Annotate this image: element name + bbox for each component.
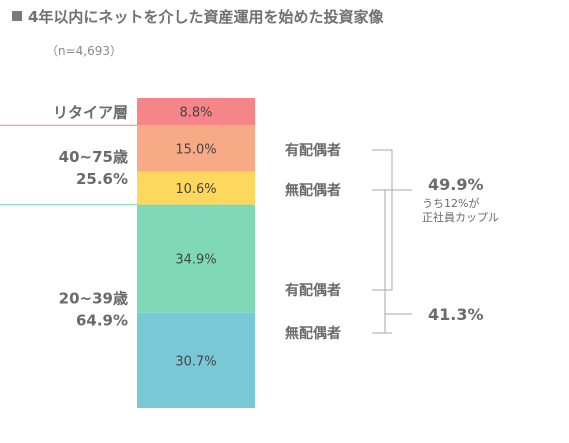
bar-segment-5 [137, 312, 255, 408]
bracket-lower-value: 41.3% [428, 305, 484, 324]
segment-value-label: 34.9% [175, 253, 216, 268]
group-label-young: 20~39歳 [59, 289, 128, 307]
sample-size: （n=4,693） [46, 44, 123, 58]
bar-segment-2 [137, 125, 255, 172]
chart-title: 4年以内にネットを介した資産運用を始めた投資家像 [12, 6, 383, 27]
bracket-upper-note-1: うち12%が [422, 196, 479, 210]
spouse-label-1: 有配偶者 [285, 142, 341, 159]
spouse-label-3: 有配偶者 [285, 282, 341, 299]
group-label-middle: 40~75歳 [59, 148, 128, 166]
segment-value-label: 10.6% [175, 182, 216, 197]
spouse-label-2: 無配偶者 [285, 182, 341, 199]
bar-segment-4 [137, 204, 255, 313]
group-total-middle: 25.6% [76, 170, 128, 188]
bracket-upper-value: 49.9% [428, 175, 484, 194]
segment-value-label: 8.8% [179, 106, 212, 121]
segment-value-label: 15.0% [175, 143, 216, 158]
group-label-retiree: リタイア層 [53, 104, 128, 122]
bar-segment-3 [137, 171, 255, 205]
group-total-young: 64.9% [76, 311, 128, 329]
chart-title-text: 4年以内にネットを介した資産運用を始めた投資家像 [28, 8, 384, 26]
segment-value-label: 30.7% [175, 354, 216, 369]
bar-segment-1 [137, 98, 255, 126]
bracket-upper-note-2: 正社員カップル [422, 210, 499, 224]
spouse-label-4: 無配偶者 [285, 325, 341, 342]
title-square-icon [12, 11, 22, 21]
